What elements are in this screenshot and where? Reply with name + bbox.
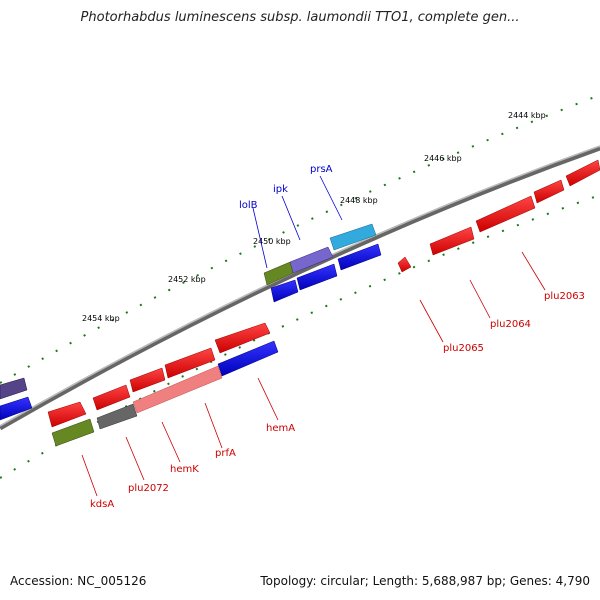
- gene-prfA[interactable]: [164, 347, 216, 379]
- gene-label-plu2063: plu2063: [544, 291, 585, 302]
- gene-label-prfA: prfA: [215, 448, 236, 459]
- label-leaders: [81, 175, 546, 497]
- gene-plu2065-upper[interactable]: [429, 226, 475, 256]
- gene-rev-1[interactable]: [337, 243, 382, 271]
- gene-rev-left[interactable]: [0, 396, 33, 421]
- gene-plu2065[interactable]: [397, 256, 412, 273]
- gene-lolB-small[interactable]: [263, 261, 294, 286]
- kbp-label: 2454 kbp: [82, 314, 120, 323]
- gene-plu2064[interactable]: [475, 195, 536, 233]
- accession-text: Accession: NC_005126: [10, 574, 147, 588]
- gene-lolB-region[interactable]: [329, 223, 377, 251]
- gene-plu2072[interactable]: [92, 384, 131, 411]
- gene-rev-hemA[interactable]: [217, 340, 279, 377]
- gene-label-plu2065: plu2065: [443, 343, 484, 354]
- kbp-label: 2448 kbp: [340, 196, 378, 205]
- map-title: Photorhabdus luminescens subsp. laumondi…: [80, 10, 520, 25]
- kbp-label: 2446 kbp: [424, 154, 462, 163]
- gene-left-edge[interactable]: [0, 377, 28, 400]
- topology-text: Topology: circular; Length: 5,688,987 bp…: [260, 574, 590, 588]
- gene-prfA-pink[interactable]: [132, 365, 223, 414]
- gene-plu2063b[interactable]: [533, 179, 565, 204]
- genome-backbone: [0, 145, 600, 431]
- gene-label-plu2072: plu2072: [128, 483, 169, 494]
- gene-label-plu2064: plu2064: [490, 319, 531, 330]
- gene-kdsA-olive[interactable]: [51, 418, 95, 447]
- inner-ruler: [0, 194, 600, 479]
- kbp-label: 2444 kbp: [508, 111, 546, 120]
- gene-hemA[interactable]: [214, 322, 271, 354]
- gene-plu2063[interactable]: [565, 159, 600, 187]
- gene-label-kdsA: kdsA: [90, 499, 114, 510]
- gene-rev-2[interactable]: [296, 263, 338, 291]
- kbp-label: 2452 kbp: [168, 275, 206, 284]
- gene-rev-gray[interactable]: [96, 403, 138, 430]
- gene-label-lolB: lolB: [239, 200, 258, 211]
- outer-ruler: [0, 94, 600, 384]
- gene-rev-3[interactable]: [270, 279, 299, 303]
- gene-label-hemA: hemA: [266, 423, 295, 434]
- reverse-gene-track: [0, 243, 382, 447]
- forward-gene-track: [0, 159, 600, 428]
- gene-label-hemK: hemK: [170, 464, 199, 475]
- gene-label-prsA: prsA: [310, 164, 333, 175]
- gene-label-ipk: ipk: [273, 184, 288, 195]
- gene-hemK[interactable]: [129, 367, 166, 393]
- kbp-label: 2450 kbp: [253, 237, 291, 246]
- gene-kdsA[interactable]: [47, 401, 87, 428]
